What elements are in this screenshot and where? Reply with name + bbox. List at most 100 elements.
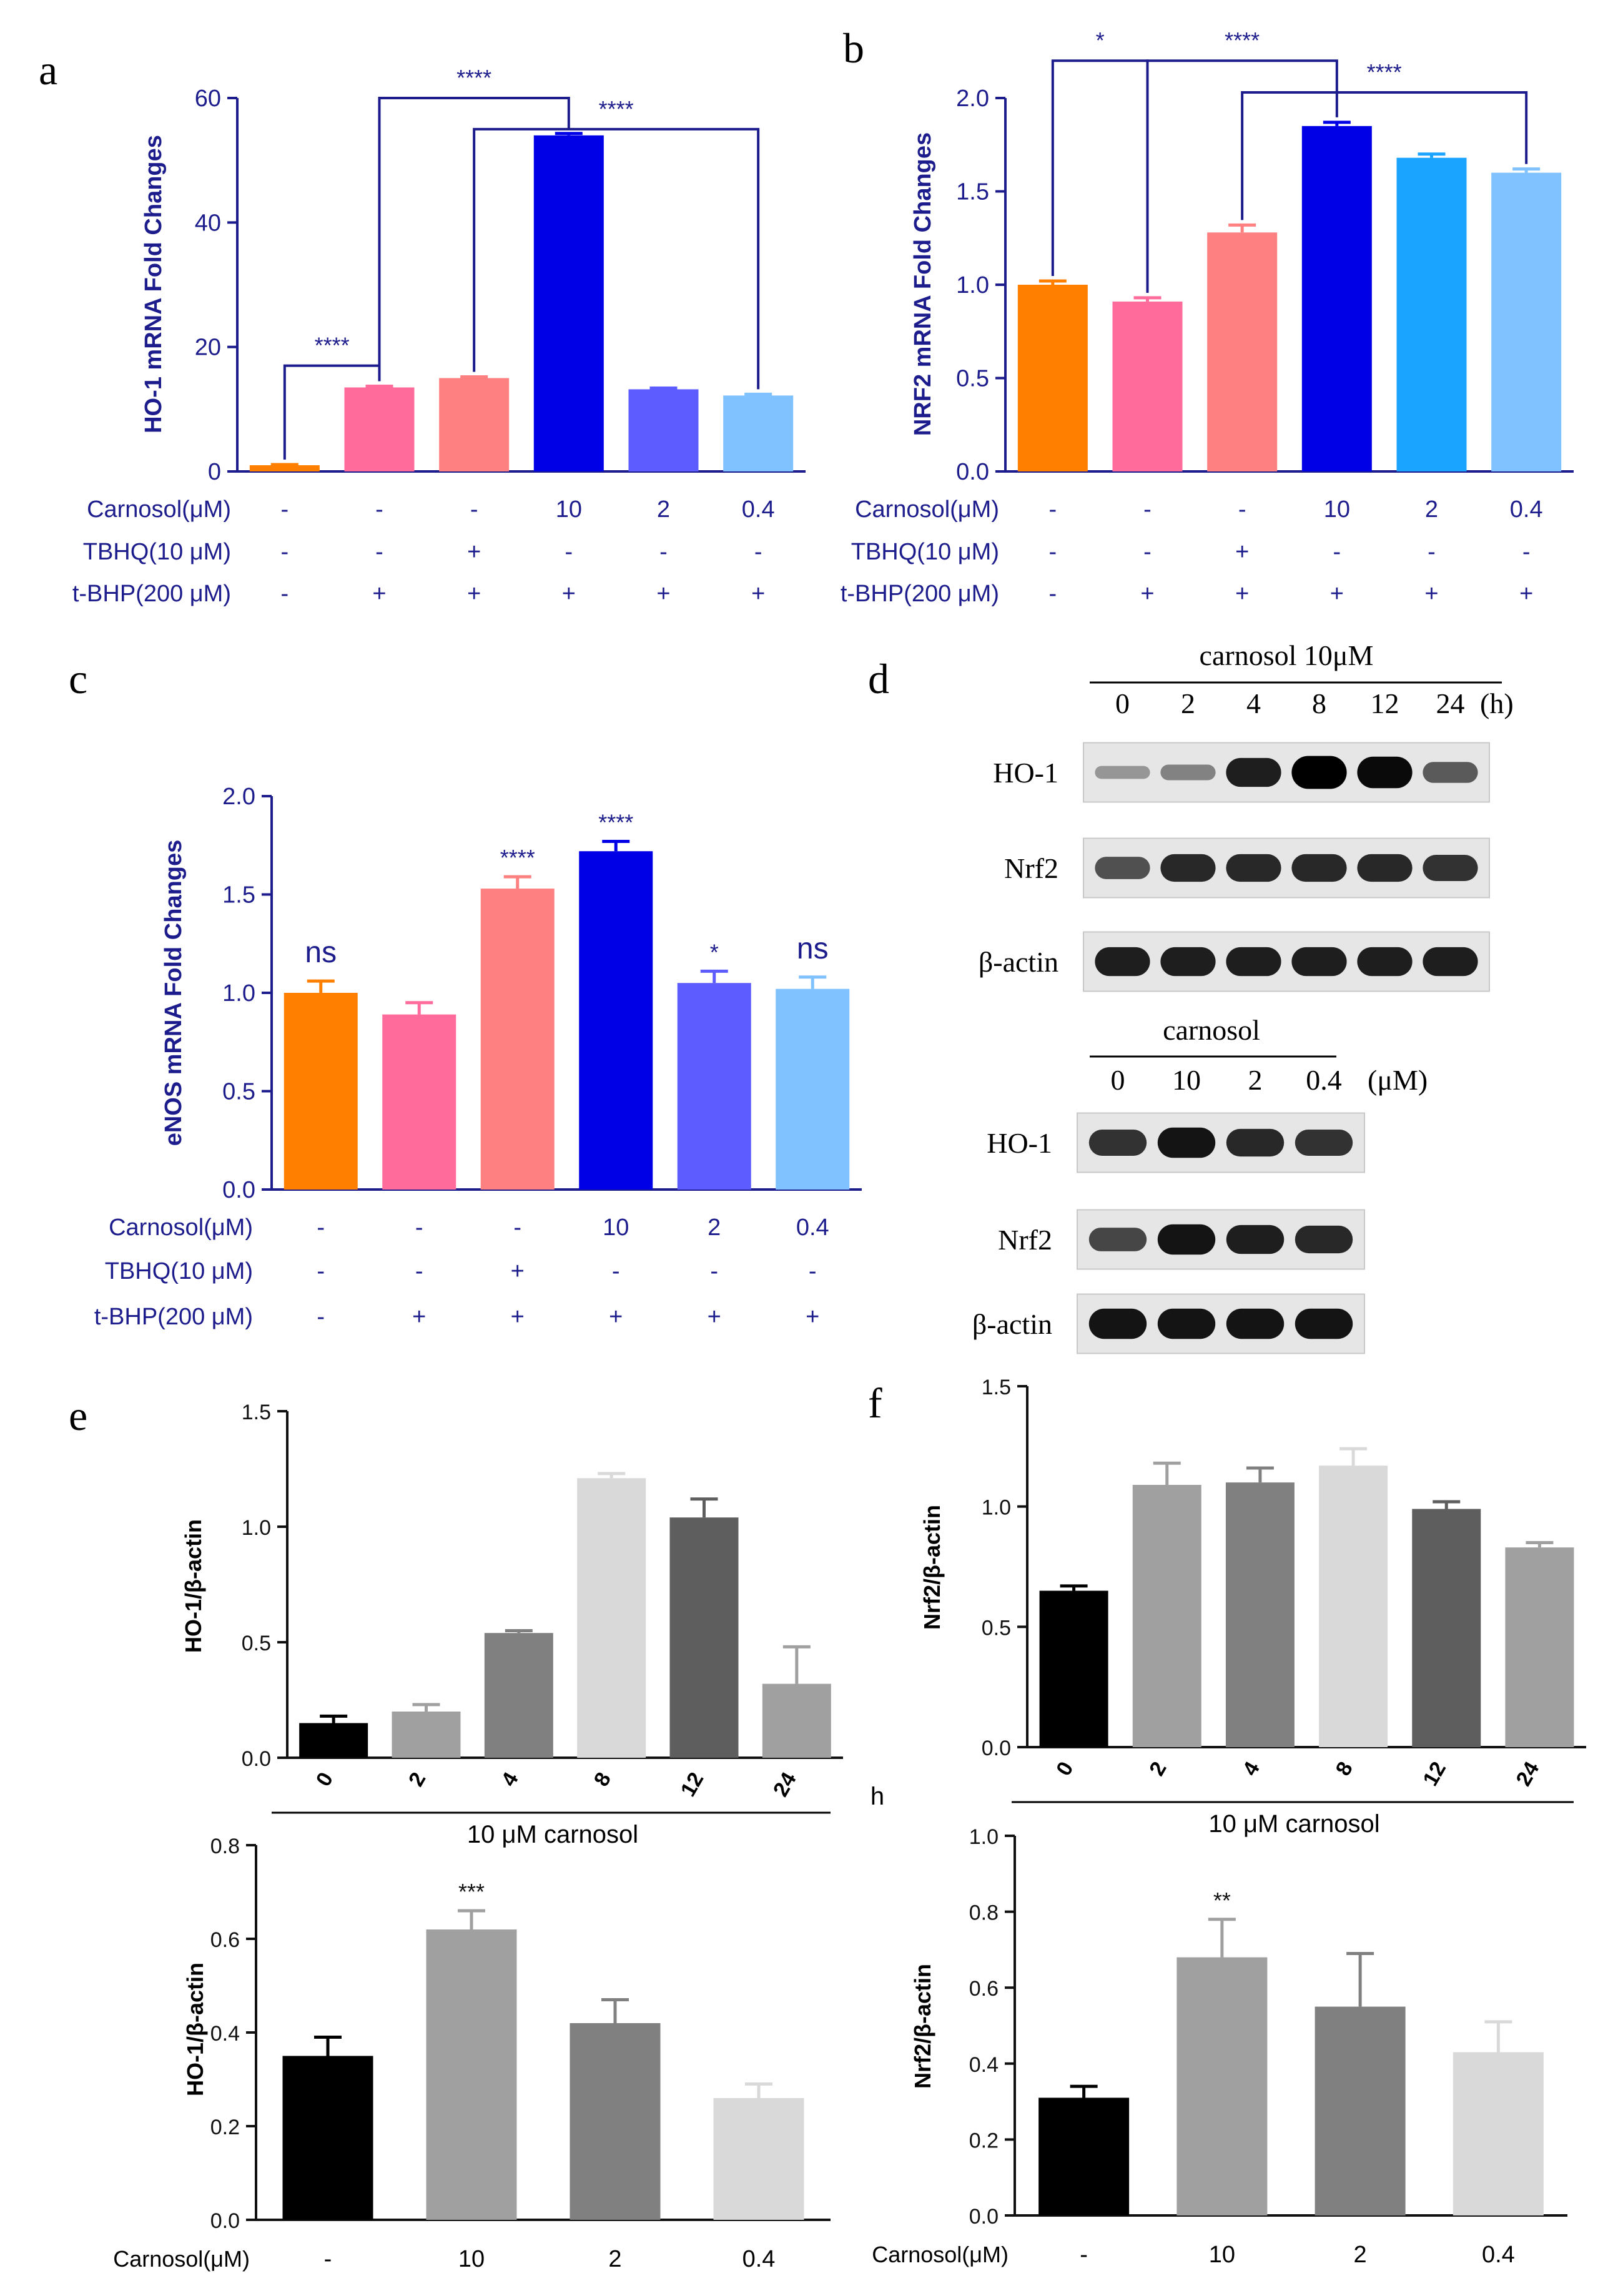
blot-band: [1095, 766, 1150, 779]
y-tick-label: 0.0: [956, 459, 989, 485]
x-tick-label: -: [1080, 2242, 1088, 2268]
x-tick-label: 10: [458, 2246, 485, 2272]
treatment-row-label: TBHQ(10 μM): [105, 1258, 253, 1284]
panel-letter-a: a: [39, 46, 57, 94]
blot-band: [1088, 1308, 1147, 1339]
y-tick-label: 1.0: [956, 272, 989, 298]
significance-label: **: [1213, 1888, 1231, 1913]
treatment-value: -: [317, 1304, 325, 1330]
blot-band: [1423, 762, 1478, 783]
bar: [1112, 301, 1183, 471]
group-label: 10 μM carnosol: [1208, 1810, 1379, 1838]
blot-band: [1226, 947, 1281, 977]
treatment-value: +: [708, 1304, 721, 1330]
treatment-value: -: [1522, 539, 1531, 565]
x-tick-label: 8: [1331, 1758, 1358, 1780]
bar: [1176, 1957, 1268, 2215]
bar: [439, 378, 510, 471]
y-tick-label: 0.2: [210, 2116, 240, 2139]
significance-label: *: [1096, 27, 1105, 53]
y-tick-label: 0.0: [222, 1177, 255, 1203]
chart-f-nrf2-dose: 0.0 0.2 0.4 0.6 0.8 1.0 Nrf2/β-actin ** Carnosol…: [872, 1825, 1567, 2268]
bar: [628, 389, 699, 471]
bar: [1396, 157, 1467, 471]
treatment-value: -: [1333, 539, 1341, 565]
x-tick-label: 2: [1145, 1758, 1171, 1780]
blot-row-label: HO-1: [987, 1127, 1052, 1159]
blot-band: [1226, 1308, 1285, 1339]
treatment-value: -: [317, 1215, 325, 1241]
blot-band: [1088, 1129, 1147, 1156]
blot-band: [1295, 1129, 1353, 1156]
blot-band: [1291, 854, 1347, 882]
x-tick-label: 10: [1209, 2242, 1235, 2268]
treatment-value: -: [565, 539, 573, 565]
treatment-value: +: [1235, 581, 1249, 607]
y-tick-label: 0.0: [210, 2209, 240, 2233]
blot-lane-label: 12: [1371, 687, 1399, 719]
x-tick-label: 2: [404, 1768, 430, 1790]
bar: [762, 1683, 831, 1758]
y-tick-label: 1.0: [222, 980, 255, 1007]
treatment-value: +: [609, 1304, 623, 1330]
bar: [533, 135, 604, 472]
bar: [1491, 172, 1562, 471]
group-label: 10 μM carnosol: [467, 1821, 638, 1848]
treatment-value: -: [612, 1258, 620, 1284]
y-axis-label: HO-1/β-actin: [182, 1963, 208, 2096]
treatment-value: +: [467, 581, 481, 607]
treatment-value: 10: [603, 1215, 629, 1241]
chart-c-enos-mrna: 0.0 0.5 1.0 1.5 2.0 eNOS mRNA Fold Changes ns *…: [94, 784, 862, 1330]
y-tick-label: 0.0: [242, 1747, 271, 1771]
treatment-value: -: [375, 539, 383, 565]
y-tick-label: 0.4: [210, 2022, 240, 2046]
blot-band: [1160, 947, 1216, 977]
blot-row-label: β-actin: [972, 1308, 1052, 1340]
y-tick-label: 0.5: [982, 1616, 1011, 1640]
x-tick-label: 24: [1512, 1758, 1544, 1790]
y-tick-label: 1.0: [242, 1516, 271, 1540]
treatment-value: -: [659, 539, 668, 565]
significance-bracket: [1051, 59, 1149, 293]
x-tick-label: 12: [676, 1768, 709, 1801]
y-tick-label: 60: [195, 86, 221, 112]
significance-bracket: [473, 127, 760, 390]
blot-band: [1095, 947, 1150, 977]
significance-label: ns: [305, 936, 337, 969]
bar: [344, 387, 415, 471]
bar: [1412, 1509, 1481, 1747]
x-tick-label: 4: [496, 1768, 523, 1790]
treatment-row-label: TBHQ(10 μM): [851, 539, 999, 565]
treatment-value: +: [751, 581, 765, 607]
treatment-value: -: [710, 1258, 718, 1284]
y-axis-label: HO-1 mRNA Fold Changes: [141, 135, 167, 433]
y-tick-label: 0.0: [969, 2205, 999, 2229]
y-tick-label: 0.5: [222, 1079, 255, 1105]
y-tick-label: 0.6: [969, 1977, 999, 2001]
significance-label: ****: [598, 809, 633, 835]
treatment-value: +: [412, 1304, 426, 1330]
treatment-value: +: [562, 581, 576, 607]
treatment-value: +: [372, 581, 386, 607]
treatment-value: -: [1143, 539, 1152, 565]
bar: [577, 1478, 646, 1758]
treatment-value: +: [1330, 581, 1344, 607]
treatment-value: 2: [657, 496, 670, 523]
treatment-value: -: [809, 1258, 817, 1284]
blot-band: [1423, 947, 1478, 977]
treatment-value: +: [511, 1258, 525, 1284]
blot-band: [1088, 1228, 1147, 1251]
treatment-value: 2: [708, 1215, 721, 1241]
blot-membrane: [1083, 931, 1490, 992]
y-tick-label: 0.0: [982, 1737, 1011, 1760]
bar: [382, 1014, 456, 1190]
y-tick-label: 0.8: [969, 1901, 999, 1925]
y-tick-label: 1.5: [222, 882, 255, 909]
treatment-value: -: [281, 581, 289, 607]
significance-label: *: [710, 939, 719, 965]
treatment-value: +: [1235, 539, 1249, 565]
treatment-value: -: [375, 496, 383, 523]
blot-lane-label: 4: [1246, 687, 1261, 719]
